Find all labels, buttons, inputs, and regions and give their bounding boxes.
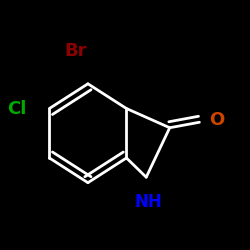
- Text: Br: Br: [64, 42, 87, 60]
- Text: Cl: Cl: [8, 100, 27, 117]
- Text: NH: NH: [135, 193, 162, 211]
- Text: O: O: [209, 110, 224, 128]
